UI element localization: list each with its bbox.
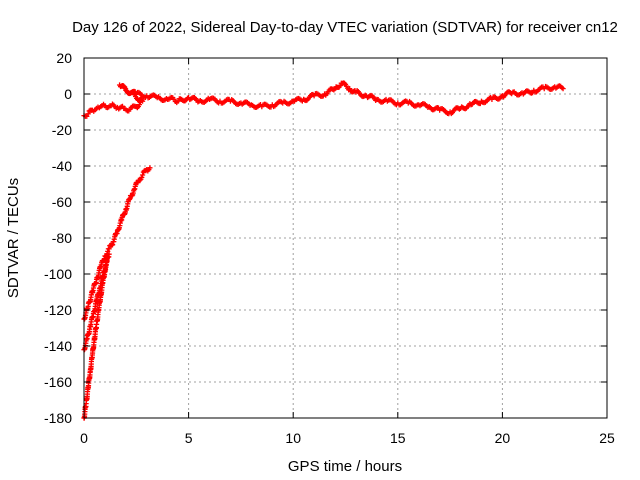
series-3 [81, 258, 110, 421]
x-tick-label: 0 [80, 430, 88, 446]
trace-marker [351, 88, 357, 94]
chart-title: Day 126 of 2022, Sidereal Day-to-day VTE… [72, 19, 618, 36]
trace-marker [435, 105, 442, 111]
trace-marker [90, 314, 96, 320]
trace-marker [84, 335, 90, 341]
grid-lines [84, 58, 607, 418]
trace-marker [109, 242, 116, 248]
x-tick-label: 5 [185, 430, 193, 446]
trace-marker [331, 87, 337, 93]
trace-marker [100, 101, 107, 107]
trace-marker [146, 166, 152, 173]
trace-marker [170, 95, 176, 101]
y-tick-label: 0 [64, 86, 72, 102]
y-tick-label: 20 [56, 50, 72, 66]
trace-marker [93, 279, 99, 286]
trace-marker [139, 174, 145, 180]
trace-marker [559, 84, 565, 91]
trace-marker [105, 248, 111, 254]
y-tick-label: -20 [52, 122, 72, 138]
y-axis-label: SDTVAR / TECUs [5, 178, 22, 298]
trace-marker [96, 105, 102, 111]
series-0 [81, 80, 566, 119]
data-points [81, 80, 566, 421]
y-tick-label: -140 [44, 338, 72, 354]
trace-marker [137, 177, 143, 183]
y-tick-labels: 20 0 -20 -40 -60 -80 -100 -120 -140 -160 -180 [44, 50, 72, 426]
trace-marker [126, 108, 132, 114]
x-tick-labels: 0 5 10 15 20 25 [80, 430, 615, 446]
trace-marker [320, 93, 326, 99]
trace-marker [114, 230, 120, 237]
trace-marker [310, 91, 316, 98]
y-tick-label: -180 [44, 410, 72, 426]
trace-marker [89, 354, 95, 361]
series-1 [81, 165, 153, 322]
x-tick-label: 20 [495, 430, 511, 446]
trace-marker [92, 107, 98, 113]
x-tick-label: 15 [390, 430, 406, 446]
y-tick-label: -160 [44, 374, 72, 390]
trace-marker [174, 99, 180, 106]
y-tick-label: -60 [52, 194, 72, 210]
y-tick-label: -80 [52, 230, 72, 246]
trace-marker [105, 246, 112, 252]
x-tick-label: 25 [599, 430, 615, 446]
trace-marker [106, 254, 112, 260]
y-tick-label: -40 [52, 158, 72, 174]
trace-marker [84, 113, 90, 119]
trace-marker [93, 324, 99, 331]
trace-marker [104, 258, 110, 264]
y-tick-label: -120 [44, 302, 72, 318]
y-tick-label: -100 [44, 266, 72, 282]
trace-marker [122, 85, 128, 91]
trace-marker [132, 89, 138, 95]
trace-marker [126, 196, 133, 202]
axis-ticks [83, 57, 608, 419]
x-axis-label: GPS time / hours [288, 458, 402, 475]
x-tick-label: 10 [285, 430, 301, 446]
